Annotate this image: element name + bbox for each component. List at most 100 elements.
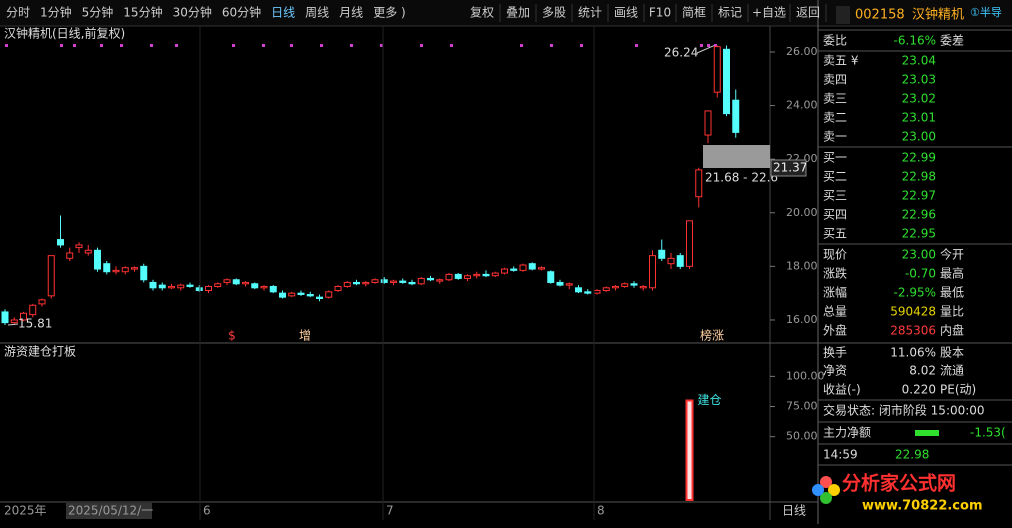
pointer	[7, 323, 19, 326]
quote-value: 23.03	[902, 73, 936, 87]
candle-body	[112, 269, 120, 273]
period-tab[interactable]: 15分钟	[123, 5, 162, 20]
y-tick-label: 24.00	[786, 99, 818, 112]
candle-body	[158, 284, 166, 289]
signal-bar	[685, 399, 694, 501]
candle-body	[334, 285, 342, 291]
toolbar-button[interactable]: 统计	[578, 6, 602, 20]
indicator-title: 游资建仓打板	[4, 345, 76, 359]
period-tab[interactable]: 60分钟	[222, 5, 261, 20]
gap-label: 21.68 - 22.6	[705, 171, 778, 185]
quote-value: -2.95%	[894, 286, 936, 300]
event-marker: 增	[299, 329, 311, 343]
period-tab[interactable]: 30分钟	[173, 5, 212, 20]
quote-value: 23.01	[902, 111, 936, 125]
logo-petal	[820, 492, 832, 504]
candle-body	[20, 312, 27, 321]
candle-body	[528, 263, 536, 270]
quote-label: 内盘	[940, 323, 964, 338]
candle-body	[121, 267, 129, 273]
quote-label: 净资	[823, 364, 847, 378]
period-tab[interactable]: 周线	[305, 6, 329, 20]
quote-label: 买五	[823, 227, 847, 241]
candle-body	[38, 299, 46, 305]
signal-label: 建仓	[698, 393, 722, 407]
candle-body	[177, 284, 185, 289]
candle-body	[510, 268, 518, 271]
toolbar-button[interactable]: 复权	[470, 6, 494, 20]
tick-time: 14:59	[823, 448, 858, 462]
quote-label: 量比	[940, 305, 964, 319]
period-tab[interactable]: 更多 )	[373, 6, 406, 20]
quote-label: 委比	[823, 34, 847, 48]
candle-body	[371, 279, 379, 283]
candle-body	[29, 304, 37, 316]
candle-body	[556, 281, 564, 286]
candle-body	[325, 291, 333, 298]
quote-label: 外盘	[823, 323, 847, 338]
signal-dot	[290, 44, 293, 47]
toolbar-button[interactable]: 叠加	[506, 6, 530, 20]
quote-label: 最低	[940, 286, 964, 300]
quote-value: 22.97	[902, 189, 936, 203]
quote-value: 22.96	[902, 208, 936, 222]
quote-value: 590428	[890, 305, 936, 319]
signal-dot	[60, 44, 63, 47]
candle-body	[251, 283, 259, 289]
toolbar-button[interactable]: 画线	[614, 6, 638, 20]
candle-body	[232, 279, 240, 285]
signal-dot	[120, 44, 123, 47]
signal-dot	[450, 44, 453, 47]
toolbar-button[interactable]: +自选	[752, 6, 786, 20]
period-tab[interactable]: 分时	[6, 6, 30, 20]
cursor-price: 21.37	[773, 161, 807, 175]
toolbar-button[interactable]: 多股	[542, 6, 566, 20]
event-marker: $	[228, 329, 236, 343]
quote-label: PE(动)	[940, 383, 976, 397]
quote-value: -0.70	[905, 267, 936, 281]
candle-body	[649, 255, 656, 289]
candle-body	[408, 281, 416, 285]
quote-value: 23.00	[902, 248, 936, 262]
candle-body	[501, 268, 508, 274]
period-tab[interactable]: 日线	[271, 6, 295, 20]
quote-label: 换手	[823, 346, 847, 360]
candle-body	[297, 292, 305, 295]
toolbar-button[interactable]: 标记	[718, 6, 742, 20]
candle-body	[667, 257, 675, 265]
period-tab[interactable]: 月线	[339, 6, 363, 20]
quote-value: -6.16%	[894, 34, 936, 48]
quote-value: 22.98	[902, 170, 936, 184]
logo-name: 分析家公式网	[842, 472, 956, 495]
period-tab[interactable]: 1分钟	[40, 5, 72, 20]
candle-body	[482, 273, 490, 277]
candle-body	[639, 285, 647, 289]
toolbar-button[interactable]: 简框	[682, 6, 706, 20]
quote-value: 285306	[890, 324, 936, 338]
candle-body	[279, 292, 286, 298]
candle-body	[427, 277, 434, 281]
candle-body	[362, 281, 370, 285]
quote-label: 卖三	[823, 92, 847, 106]
high-label: 26.24	[664, 46, 698, 60]
quote-value: 11.06%	[890, 346, 936, 360]
quote-label: 流通	[940, 364, 964, 378]
x-label: 2025/05/12/一	[68, 504, 153, 518]
quote-value: 23.04	[902, 54, 936, 68]
quote-label: 涨跌	[823, 266, 847, 281]
candle-body	[602, 287, 610, 291]
period-tab[interactable]: 5分钟	[82, 5, 114, 20]
candle-body	[732, 99, 740, 133]
toolbar-button[interactable]: 返回	[796, 6, 820, 20]
stock-name: 汉钟精机	[912, 7, 964, 23]
signal-dot	[5, 44, 8, 47]
x-label: 2025年	[4, 504, 47, 518]
candle-body	[10, 319, 18, 324]
candle-body	[723, 48, 730, 115]
toolbar-button[interactable]: F10	[649, 6, 671, 20]
quote-value: 23.00	[902, 130, 936, 144]
quote-label: 股本	[940, 346, 964, 360]
candle-body	[84, 249, 92, 254]
quote-label: 总量	[823, 305, 847, 319]
quote-value: 22.99	[902, 151, 936, 165]
